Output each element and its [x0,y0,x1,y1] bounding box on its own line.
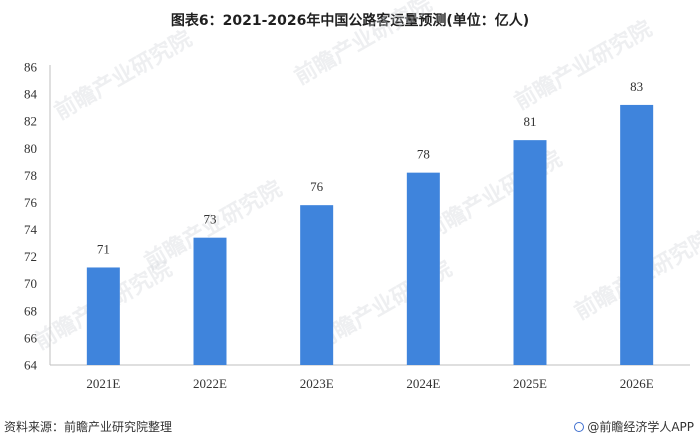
bar-2021E [86,267,120,365]
data-label-2026E: 83 [630,79,643,94]
x-tick-label: 2024E [406,376,440,391]
x-tick-label: 2025E [513,376,547,391]
watermark-text: 前瞻产业研究院 [290,0,436,90]
y-tick-label: 74 [24,222,38,237]
bar-2026E [620,104,654,365]
data-labels: 71 73 76 78 81 83 [97,79,643,257]
brand-logo-icon [574,422,585,432]
y-tick-label: 78 [24,168,37,183]
axes [49,65,690,366]
data-label-2025E: 81 [524,114,537,129]
brand-note: @前瞻经济学人APP [574,418,694,435]
source-note: 资料来源：前瞻产业研究院整理 [4,420,173,434]
data-label-2021E: 71 [97,241,110,256]
y-tick-label: 80 [24,141,37,156]
bars [86,104,654,365]
x-tick-label: 2022E [193,376,227,391]
bar-2025E [513,140,547,365]
chart-title: 图表6：2021-2026年中国公路客运量预测(单位：亿人) [170,13,530,29]
y-tick-label: 66 [24,330,38,345]
data-label-2022E: 73 [204,212,217,227]
data-label-2024E: 78 [417,147,430,162]
y-tick-label: 68 [24,303,37,318]
x-tick-label: 2021E [86,376,120,391]
y-tick-label: 86 [24,60,38,75]
x-tick-label: 2023E [300,376,334,391]
x-tick-label: 2026E [620,376,654,391]
brand-text: @前瞻经济学人APP [587,420,694,434]
bar-2024E [406,172,440,365]
watermark-text: 前瞻产业研究院 [510,16,656,116]
y-tick-label: 72 [24,249,37,264]
bar-2022E [193,237,227,365]
bar-2023E [300,205,334,365]
x-axis-ticks: 2021E 2022E 2023E 2024E 2025E 2026E [86,376,653,391]
y-axis-ticks: 64 66 68 70 72 74 76 78 80 82 84 86 [24,60,38,373]
y-tick-label: 70 [24,276,37,291]
y-tick-label: 64 [24,358,38,373]
y-tick-label: 84 [24,87,38,102]
watermark-text: 前瞻产业研究院 [50,26,196,126]
data-label-2023E: 76 [310,179,324,194]
y-tick-label: 76 [24,195,38,210]
y-tick-label: 82 [24,114,37,129]
